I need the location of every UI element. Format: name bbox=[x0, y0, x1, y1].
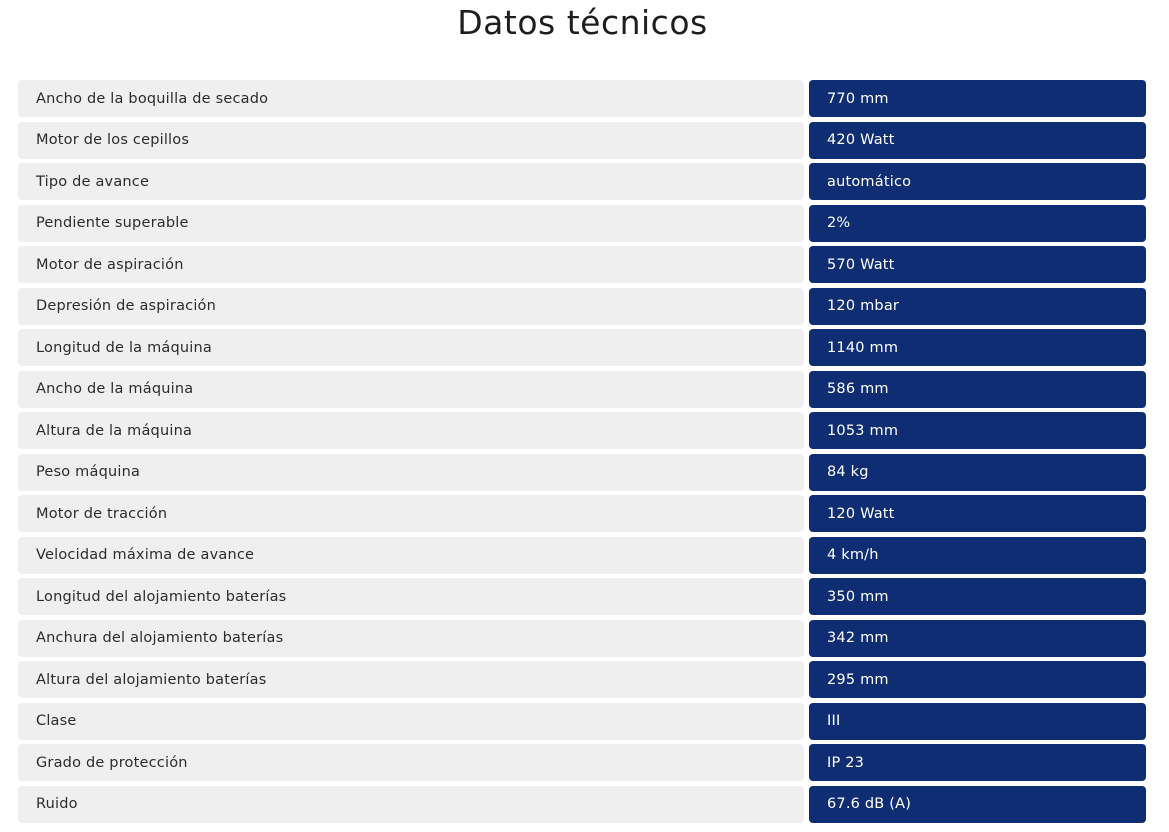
table-row: Longitud de la máquina 1140 mm bbox=[18, 329, 1146, 366]
spec-value: III bbox=[809, 702, 1146, 740]
table-row: Ancho de la boquilla de secado 770 mm bbox=[18, 80, 1146, 117]
table-row: Ruido 67.6 dB (A) bbox=[18, 785, 1146, 823]
spec-value: IP 23 bbox=[809, 744, 1146, 781]
spec-value: 120 mbar bbox=[809, 287, 1146, 325]
page-title: Datos técnicos bbox=[457, 3, 708, 42]
spec-label: Grado de protección bbox=[18, 744, 804, 781]
table-row: Peso máquina 84 kg bbox=[18, 453, 1146, 491]
specs-table: Ancho de la boquilla de secado 770 mm Mo… bbox=[18, 80, 1146, 827]
table-row: Motor de tracción 120 Watt bbox=[18, 495, 1146, 532]
table-row: Depresión de aspiración 120 mbar bbox=[18, 287, 1146, 325]
spec-value: 770 mm bbox=[809, 80, 1146, 117]
spec-value: 67.6 dB (A) bbox=[809, 785, 1146, 823]
spec-value: 2% bbox=[809, 204, 1146, 242]
table-row: Clase III bbox=[18, 702, 1146, 740]
spec-label: Longitud del alojamiento baterías bbox=[18, 578, 804, 615]
spec-value: 350 mm bbox=[809, 578, 1146, 615]
spec-value: 84 kg bbox=[809, 453, 1146, 491]
table-row: Motor de los cepillos 420 Watt bbox=[18, 121, 1146, 159]
spec-label: Ancho de la boquilla de secado bbox=[18, 80, 804, 117]
spec-value: 4 km/h bbox=[809, 536, 1146, 574]
spec-label: Motor de los cepillos bbox=[18, 121, 804, 159]
table-row: Velocidad máxima de avance 4 km/h bbox=[18, 536, 1146, 574]
spec-label: Peso máquina bbox=[18, 453, 804, 491]
spec-label: Altura de la máquina bbox=[18, 412, 804, 449]
spec-value: 420 Watt bbox=[809, 121, 1146, 159]
spec-label: Altura del alojamiento baterías bbox=[18, 661, 804, 698]
spec-label: Ruido bbox=[18, 785, 804, 823]
spec-value: 120 Watt bbox=[809, 495, 1146, 532]
table-row: Tipo de avance automático bbox=[18, 163, 1146, 200]
table-row: Longitud del alojamiento baterías 350 mm bbox=[18, 578, 1146, 615]
spec-label: Depresión de aspiración bbox=[18, 287, 804, 325]
spec-label: Pendiente superable bbox=[18, 204, 804, 242]
table-row: Anchura del alojamiento baterías 342 mm bbox=[18, 619, 1146, 657]
spec-label: Ancho de la máquina bbox=[18, 370, 804, 408]
table-row: Motor de aspiración 570 Watt bbox=[18, 246, 1146, 283]
spec-value: 586 mm bbox=[809, 370, 1146, 408]
table-row: Pendiente superable 2% bbox=[18, 204, 1146, 242]
spec-value: 1053 mm bbox=[809, 412, 1146, 449]
spec-label: Motor de aspiración bbox=[18, 246, 804, 283]
table-row: Altura de la máquina 1053 mm bbox=[18, 412, 1146, 449]
spec-label: Tipo de avance bbox=[18, 163, 804, 200]
spec-value: 295 mm bbox=[809, 661, 1146, 698]
spec-label: Anchura del alojamiento baterías bbox=[18, 619, 804, 657]
spec-value: 1140 mm bbox=[809, 329, 1146, 366]
spec-value: 342 mm bbox=[809, 619, 1146, 657]
spec-label: Clase bbox=[18, 702, 804, 740]
spec-label: Velocidad máxima de avance bbox=[18, 536, 804, 574]
table-row: Ancho de la máquina 586 mm bbox=[18, 370, 1146, 408]
table-row: Altura del alojamiento baterías 295 mm bbox=[18, 661, 1146, 698]
spec-label: Longitud de la máquina bbox=[18, 329, 804, 366]
spec-value: 570 Watt bbox=[809, 246, 1146, 283]
spec-label: Motor de tracción bbox=[18, 495, 804, 532]
table-row: Grado de protección IP 23 bbox=[18, 744, 1146, 781]
spec-value: automático bbox=[809, 163, 1146, 200]
